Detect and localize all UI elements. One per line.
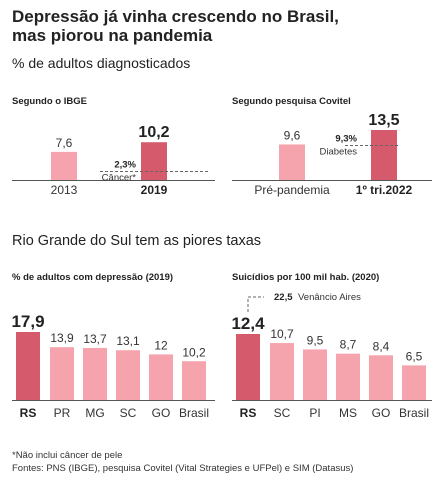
chart4-category-label-4: GO (372, 406, 391, 420)
chart2-annotation-value: 9,3% (335, 134, 357, 145)
chart3-category-label-3: SC (120, 406, 137, 420)
chart4-value-label-3: 8,7 (340, 338, 357, 352)
chart4-value-label-4: 8,4 (373, 339, 390, 353)
chart1-category-label-0: 2013 (51, 183, 78, 197)
chart3-value-label-5: 10,2 (182, 345, 206, 359)
footnote: *Não inclui câncer de pele (12, 450, 122, 461)
chart4-value-label-5: 6,5 (406, 349, 423, 363)
chart1-annotation-label: Câncer* (102, 172, 137, 183)
chart3-bar-4 (149, 354, 173, 400)
chart4-annotation-label: Venâncio Aires (298, 292, 361, 303)
chart3-category-label-1: PR (54, 406, 71, 420)
chart1-value-label-0: 7,6 (56, 136, 73, 150)
chart3-category-label-4: GO (152, 406, 171, 420)
chart3-value-label-4: 12 (154, 338, 168, 352)
chart3-category-label-5: Brasil (179, 406, 209, 420)
chart2-annotation-label: Diabetes (320, 147, 358, 158)
chart3-category-label-0: RS (20, 406, 37, 420)
subtitle: % de adultos diagnosticados (12, 55, 190, 71)
chart1-bar-1 (141, 142, 167, 180)
chart3-title: % de adultos com depressão (2019) (12, 272, 173, 283)
chart3-category-label-2: MG (85, 406, 104, 420)
chart3-value-label-1: 13,9 (50, 331, 74, 345)
chart3-bar-0 (16, 332, 40, 400)
chart4-value-label-2: 9,5 (307, 333, 324, 347)
sources: Fontes: PNS (IBGE), pesquisa Covitel (Vi… (12, 463, 353, 474)
chart4-category-label-0: RS (240, 406, 257, 420)
chart2-bar-1 (371, 130, 397, 180)
chart2-value-label-0: 9,6 (284, 128, 301, 142)
title-line-2: mas piorou na pandemia (12, 26, 213, 45)
chart4-category-label-5: Brasil (399, 406, 429, 420)
chart1-annotation-value: 2,3% (114, 159, 136, 170)
chart2-category-label-1: 1º tri.2022 (356, 183, 413, 197)
title-line-1: Depressão já vinha crescendo no Brasil, (12, 7, 339, 26)
chart3-value-label-0: 17,9 (11, 312, 44, 331)
chart4-bar-3 (336, 353, 360, 400)
chart3-bar-1 (50, 347, 74, 400)
chart3-bar-3 (116, 350, 140, 400)
charts-layer: Segundo o IBGE 7,6 2013 10,2 2019 2,3% Câncer*… (11, 96, 432, 420)
chart4-title: Suicídios por 100 mil hab. (2020) (232, 272, 379, 283)
chart1-value-label-1: 10,2 (138, 124, 169, 141)
chart1-bar-0 (51, 151, 77, 180)
chart3-value-label-3: 13,1 (116, 334, 140, 348)
chart4-value-label-0: 12,4 (231, 314, 265, 333)
chart2-value-label-1: 13,5 (368, 112, 399, 129)
chart2-category-label-0: Pré-pandemia (254, 183, 330, 197)
chart1-title: Segundo o IBGE (12, 96, 87, 107)
chart4-category-label-1: SC (274, 406, 291, 420)
section-2-title: Rio Grande do Sul tem as piores taxas (12, 233, 261, 249)
chart4-bar-2 (303, 349, 327, 400)
chart3-bar-5 (182, 361, 206, 400)
chart2-bar-0 (279, 144, 305, 180)
chart4-annotation-value: 22,5 (274, 292, 293, 303)
chart1-category-label-1: 2019 (141, 183, 168, 197)
chart2-title: Segundo pesquisa Covitel (232, 96, 351, 107)
chart4-bar-5 (402, 365, 426, 400)
chart4-bar-0 (236, 334, 260, 400)
chart3-bar-2 (83, 347, 107, 400)
chart3-value-label-2: 13,7 (83, 332, 107, 346)
chart4-value-label-1: 10,7 (270, 327, 294, 341)
chart4-annotation-line (247, 296, 264, 312)
chart4-bar-4 (369, 355, 393, 400)
chart4-bar-1 (270, 343, 294, 400)
chart4-category-label-2: PI (309, 406, 320, 420)
chart4-category-label-3: MS (339, 406, 357, 420)
